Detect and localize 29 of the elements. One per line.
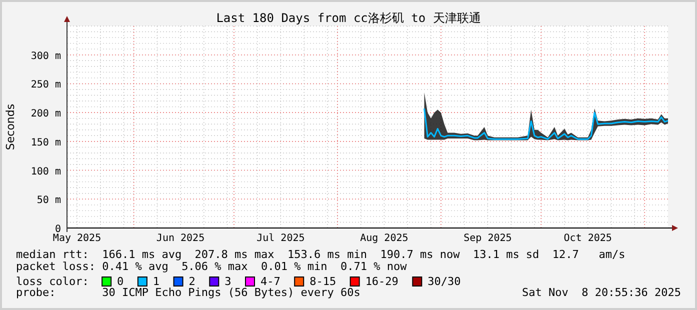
y-tick-label: 150 m bbox=[30, 137, 61, 148]
text: median rtt: 166.1 ms avg 207.8 ms max 153.6 ms min 190.7 ms now 13.1 ms sd 12.7 am/s bbox=[16, 248, 626, 261]
text: Sat Nov 8 20:55:36 2025 bbox=[522, 286, 681, 299]
y-tick-label: 300 m bbox=[30, 50, 61, 62]
text: probe: 30 ICMP Echo Pings (56 Bytes) every 60s bbox=[16, 286, 360, 299]
legend-label: 30/30 bbox=[428, 275, 461, 288]
y-tick-label: 50 m bbox=[36, 195, 61, 206]
x-tick-label: Jun 2025 bbox=[156, 233, 205, 244]
x-tick-label: Oct 2025 bbox=[564, 233, 612, 244]
legend-label: 4-7 bbox=[260, 275, 280, 288]
y-axis-title: Seconds bbox=[4, 104, 17, 150]
x-tick-label: Jul 2025 bbox=[256, 233, 305, 244]
legend-title: loss color: bbox=[16, 275, 89, 288]
x-tick-label: May 2025 bbox=[52, 233, 102, 244]
legend-label: 16-29 bbox=[365, 275, 398, 288]
x-tick-label: Sep 2025 bbox=[464, 233, 512, 244]
legend-label: 8-15 bbox=[310, 275, 336, 288]
y-tick-label: 200 m bbox=[30, 108, 61, 120]
text: packet loss: 0.41 % avg 5.06 % max 0.01 % min 0.71 % now bbox=[16, 260, 408, 273]
x-tick-label: Aug 2025 bbox=[360, 233, 408, 244]
y-tick-label: 250 m bbox=[30, 80, 61, 91]
legend-label: 1 bbox=[152, 275, 160, 288]
y-tick-label: 0 bbox=[54, 224, 61, 235]
legend-label: 3 bbox=[224, 275, 232, 288]
legend-label: 2 bbox=[188, 275, 196, 288]
y-tick-label: 100 m bbox=[30, 166, 61, 178]
line-series bbox=[424, 108, 669, 140]
legend-label: 0 bbox=[117, 275, 124, 288]
chart-title: Last 180 Days from cc洛杉矶 to 天津联通 bbox=[216, 11, 481, 25]
